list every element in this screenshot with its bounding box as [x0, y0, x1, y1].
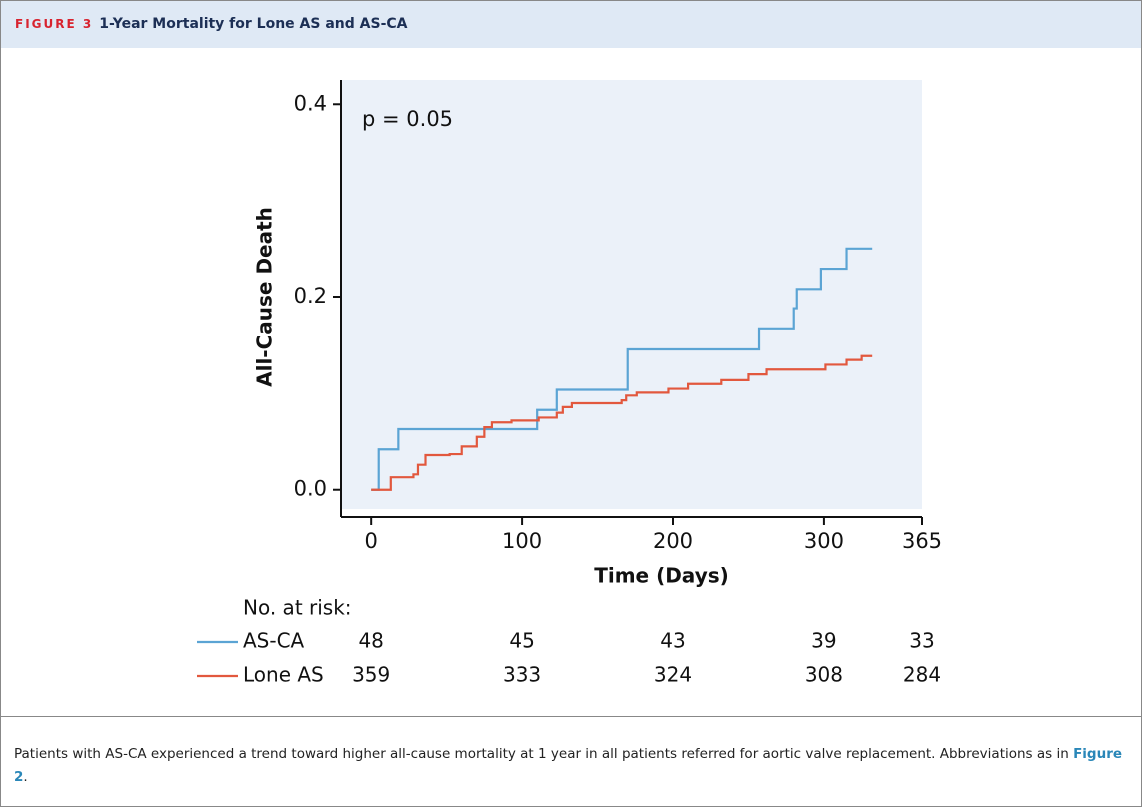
chart: 0.0 0.2 0.4 0 100 200 300 365 Time (Days) All-Cau…	[197, 80, 942, 687]
at-risk-value: 48	[358, 629, 383, 653]
x-axis-title: Time (Days)	[594, 564, 729, 588]
at-risk-value: 284	[903, 663, 941, 687]
x-tick-label: 0	[364, 529, 377, 553]
legend-label: AS-CA	[243, 629, 305, 653]
at-risk-value: 308	[805, 663, 843, 687]
figure-label: FIGURE 3	[15, 17, 94, 31]
x-tick-label: 100	[502, 529, 542, 553]
y-tick-label: 0.2	[294, 284, 327, 308]
x-tick-label: 200	[653, 529, 693, 553]
caption: Patients with AS-CA experienced a trend …	[14, 743, 1124, 789]
risk-title: No. at risk:	[243, 596, 352, 620]
at-risk-value: 39	[811, 629, 836, 653]
y-tick-label: 0.4	[294, 91, 327, 115]
divider	[0, 716, 1142, 717]
caption-text: Patients with AS-CA experienced a trend …	[14, 746, 1074, 762]
figure-title: 1-Year Mortality for Lone AS and AS-CA	[99, 16, 408, 32]
x-tick-label: 300	[804, 529, 844, 553]
at-risk-value: 324	[654, 663, 692, 687]
legend-label: Lone AS	[243, 663, 324, 687]
at-risk-value: 33	[909, 629, 934, 653]
y-tick-label: 0.0	[294, 477, 327, 501]
at-risk-value: 43	[660, 629, 685, 653]
annotation: p = 0.05	[362, 107, 453, 131]
plot-background	[341, 80, 922, 509]
at-risk-value: 45	[509, 629, 534, 653]
at-risk-value: 359	[352, 663, 390, 687]
survival-curve	[371, 247, 873, 491]
x-tick-label: 365	[902, 529, 942, 553]
survival-curve	[371, 354, 873, 491]
figure-header: FIGURE 3 1-Year Mortality for Lone AS and…	[1, 1, 1141, 48]
figure-link[interactable]: Figure 2	[14, 746, 1123, 785]
caption-text: .	[23, 769, 28, 785]
y-axis-title: All-Cause Death	[253, 207, 277, 387]
at-risk-value: 333	[503, 663, 541, 687]
